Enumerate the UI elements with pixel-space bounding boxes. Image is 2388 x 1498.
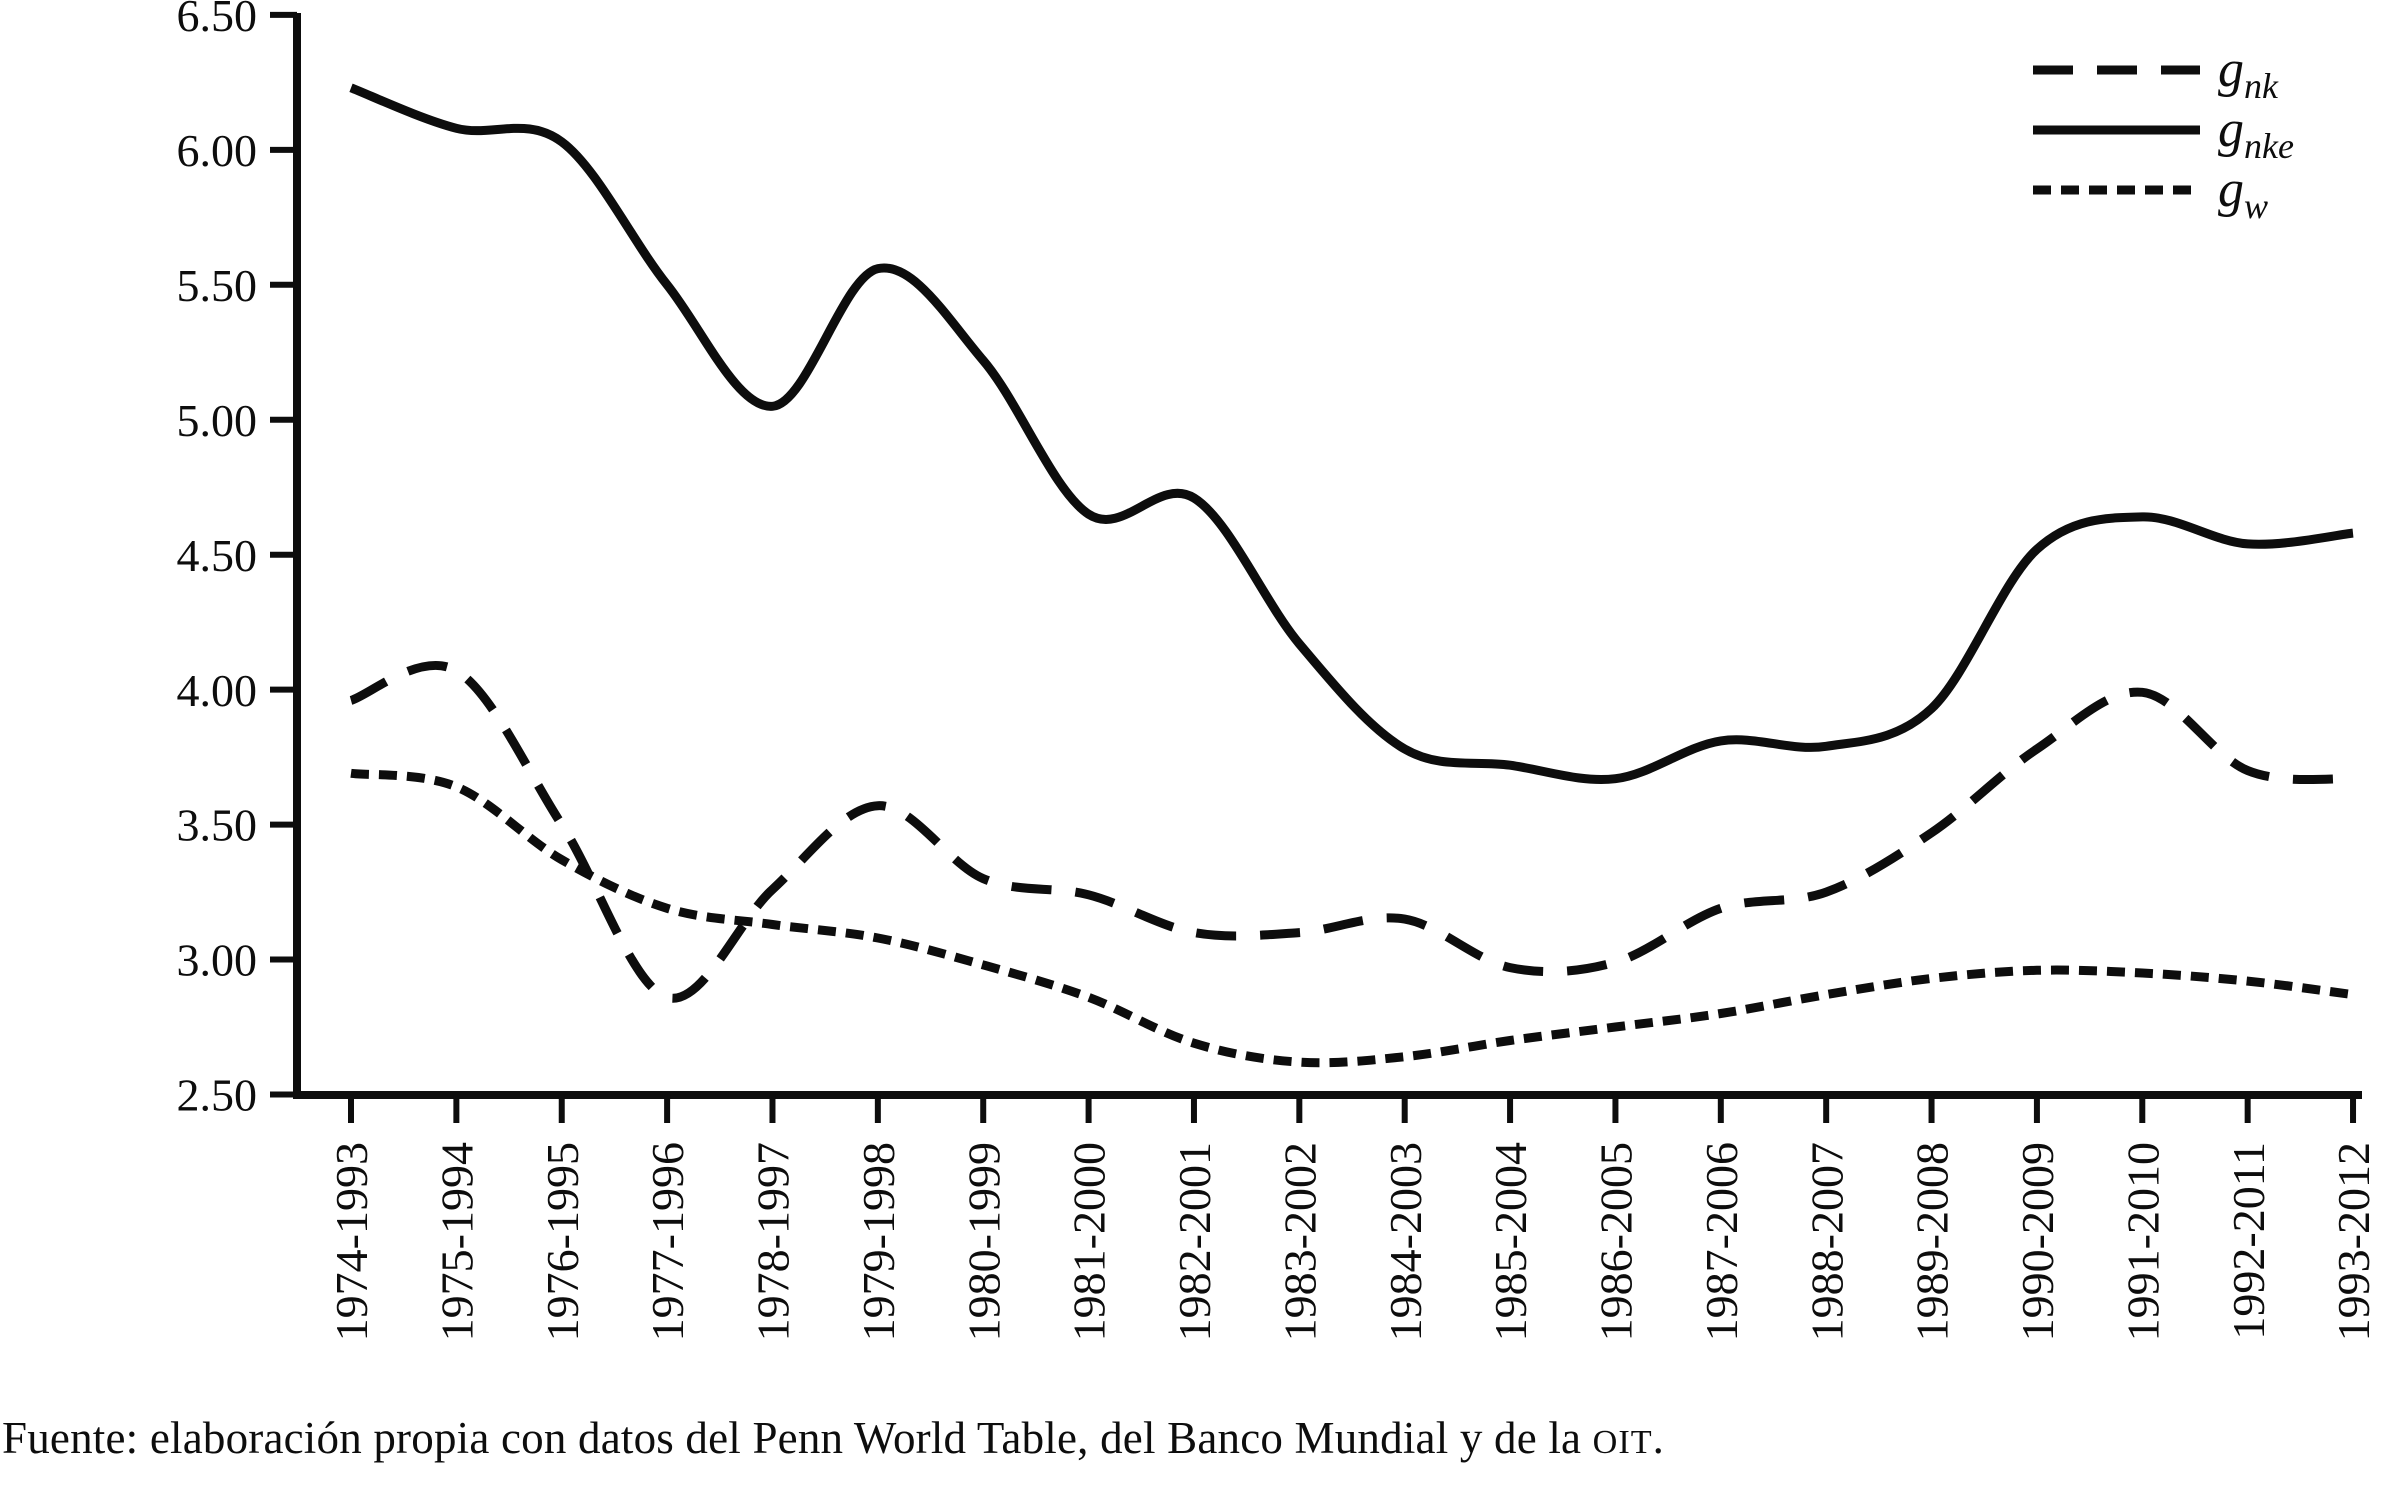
y-tick-label: 5.50 bbox=[177, 260, 258, 311]
x-tick-label: 1977-1996 bbox=[642, 1142, 693, 1341]
x-tick-label: 1986-2005 bbox=[1591, 1142, 1642, 1341]
x-tick-label: 1978-1997 bbox=[748, 1142, 799, 1341]
x-tick-label: 1990-2009 bbox=[2012, 1142, 2063, 1341]
x-tick-label: 1979-1998 bbox=[853, 1142, 904, 1341]
x-tick-label: 1991-2010 bbox=[2117, 1142, 2168, 1341]
x-tick-label: 1980-1999 bbox=[958, 1142, 1009, 1341]
source-note-acronym: OIT bbox=[1592, 1424, 1653, 1461]
x-tick-label: 1988-2007 bbox=[1801, 1142, 1852, 1341]
y-tick-label: 3.50 bbox=[177, 800, 258, 851]
series-path-g_w bbox=[350, 768, 2354, 1068]
y-tick-label: 3.00 bbox=[177, 935, 258, 986]
y-tick-label: 6.00 bbox=[177, 125, 258, 176]
x-tick-label: 1989-2008 bbox=[1907, 1142, 1958, 1341]
series-path-g_nk bbox=[349, 660, 2354, 1003]
x-tick-label: 1983-2002 bbox=[1274, 1142, 1325, 1341]
legend-item-g_nke: gnke bbox=[2033, 101, 2294, 166]
x-tick-label: 1993-2012 bbox=[2328, 1142, 2379, 1341]
y-tick-label: 4.50 bbox=[177, 530, 258, 581]
y-tick-label: 5.00 bbox=[177, 395, 258, 446]
x-tick-label: 1974-1993 bbox=[326, 1142, 377, 1341]
legend-label: gnk bbox=[2218, 41, 2279, 106]
source-note: Fuente: elaboración propia con datos del… bbox=[2, 1412, 2382, 1464]
x-tick-label: 1981-2000 bbox=[1064, 1142, 1115, 1341]
legend-label: gw bbox=[2218, 161, 2268, 226]
x-tick-label: 1975-1994 bbox=[431, 1142, 482, 1341]
legend-label: gnke bbox=[2218, 101, 2294, 166]
y-tick-label: 6.50 bbox=[177, 0, 258, 41]
y-tick-label: 2.50 bbox=[177, 1070, 258, 1121]
growth-rates-chart: 2.50 3.00 3.50 4.00 4.50 5.00 5.50 6.00 6.50 1974… bbox=[177, 0, 2380, 1341]
legend-item-g_nk: gnk bbox=[2033, 41, 2279, 106]
legend-item-g_w: gw bbox=[2033, 161, 2268, 226]
source-note-period: . bbox=[1652, 1413, 1665, 1463]
x-tick-label: 1984-2003 bbox=[1380, 1142, 1431, 1341]
x-tick-label: 1987-2006 bbox=[1696, 1142, 1747, 1341]
source-note-text: Fuente: elaboración propia con datos del… bbox=[2, 1413, 1593, 1463]
series-path-g_nke bbox=[349, 83, 2354, 784]
x-tick-label: 1982-2001 bbox=[1169, 1142, 1220, 1341]
x-tick-label: 1976-1995 bbox=[537, 1142, 588, 1341]
x-tick-label: 1985-2004 bbox=[1485, 1142, 1536, 1341]
y-tick-label: 4.00 bbox=[177, 665, 258, 716]
x-tick-label: 1992-2011 bbox=[2223, 1142, 2274, 1340]
